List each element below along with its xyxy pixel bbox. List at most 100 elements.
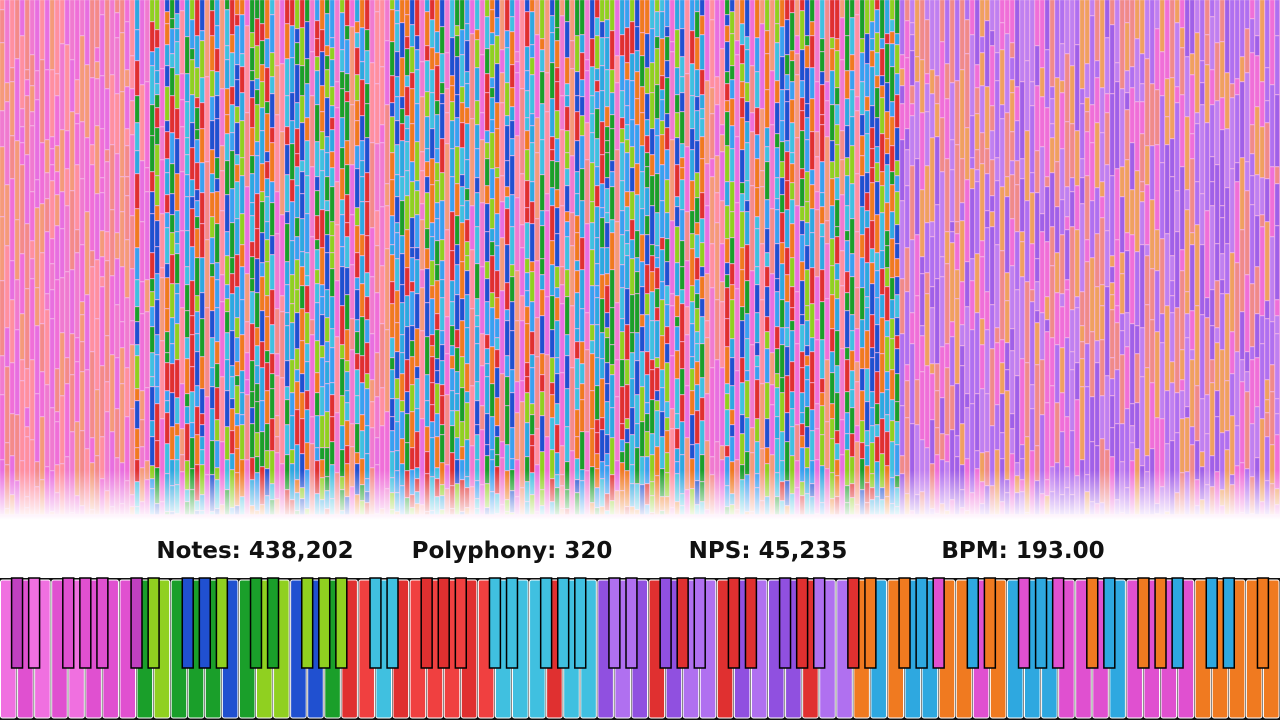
note: [559, 95, 565, 130]
note: [404, 295, 410, 327]
note: [149, 0, 155, 22]
note: [584, 159, 590, 224]
note: [134, 122, 140, 151]
note: [209, 440, 215, 475]
note: [724, 205, 730, 239]
note: [224, 426, 230, 460]
note: [359, 115, 365, 141]
note: [789, 122, 795, 153]
note: [1034, 45, 1040, 86]
note: [494, 213, 500, 246]
note: [329, 252, 335, 269]
note: [429, 92, 435, 129]
note: [284, 58, 290, 96]
note: [1254, 357, 1260, 407]
note: [434, 100, 440, 115]
note: [1014, 289, 1020, 376]
note: [399, 108, 405, 124]
note: [434, 436, 440, 468]
note: [679, 394, 685, 422]
note: [179, 454, 185, 472]
note: [359, 61, 365, 80]
note: [329, 382, 335, 395]
note: [479, 202, 485, 267]
note: [804, 222, 810, 246]
note: [209, 408, 215, 441]
note: [294, 64, 300, 103]
note: [259, 23, 265, 41]
note: [579, 399, 585, 432]
note: [919, 0, 925, 60]
note: [259, 130, 265, 164]
note: [194, 333, 200, 352]
note: [1204, 210, 1210, 298]
note: [599, 65, 605, 91]
note: [924, 0, 930, 20]
note: [1139, 376, 1145, 466]
note: [189, 315, 195, 335]
note: [884, 202, 890, 231]
note: [824, 81, 830, 101]
note: [164, 0, 170, 12]
note: [754, 71, 760, 108]
note: [804, 345, 810, 356]
note: [319, 209, 325, 248]
note: [234, 317, 240, 338]
note: [1124, 159, 1130, 233]
note: [84, 137, 90, 212]
note: [884, 286, 890, 321]
note: [739, 182, 745, 194]
note: [554, 403, 560, 425]
note: [404, 442, 410, 471]
note: [399, 373, 405, 401]
note: [964, 306, 970, 394]
note: [974, 253, 980, 313]
note: [824, 243, 830, 299]
note: [424, 400, 430, 427]
note: [239, 299, 245, 335]
black-key: [898, 577, 911, 669]
note: [439, 200, 445, 240]
note: [594, 108, 600, 139]
note: [904, 128, 910, 150]
note: [169, 163, 175, 194]
note: [324, 289, 330, 318]
note: [959, 0, 965, 70]
note: [594, 68, 600, 81]
note: [464, 327, 470, 364]
note: [1249, 423, 1255, 477]
note: [494, 337, 500, 350]
note: [104, 161, 110, 232]
note: [259, 400, 265, 432]
note: [834, 443, 840, 460]
note: [414, 366, 420, 379]
note: [454, 146, 460, 184]
note: [504, 444, 510, 471]
note: [1194, 112, 1200, 124]
note: [929, 236, 935, 287]
note: [649, 205, 655, 245]
note: [1234, 162, 1240, 182]
note: [669, 139, 675, 221]
note: [844, 310, 850, 348]
note: [1174, 22, 1180, 87]
note: [894, 276, 900, 295]
black-key: [249, 577, 263, 669]
black-key: [198, 577, 212, 669]
note: [1009, 57, 1015, 80]
note: [154, 354, 160, 387]
note: [114, 153, 120, 233]
note: [929, 307, 935, 364]
note: [529, 301, 535, 332]
note: [994, 404, 1000, 450]
note: [1179, 390, 1185, 419]
note: [434, 148, 440, 163]
note: [354, 252, 360, 278]
note: [984, 20, 990, 87]
note: [574, 409, 580, 437]
note: [304, 140, 310, 176]
note: [1134, 0, 1140, 39]
note: [834, 365, 840, 393]
note: [804, 320, 810, 346]
note: [519, 224, 525, 248]
